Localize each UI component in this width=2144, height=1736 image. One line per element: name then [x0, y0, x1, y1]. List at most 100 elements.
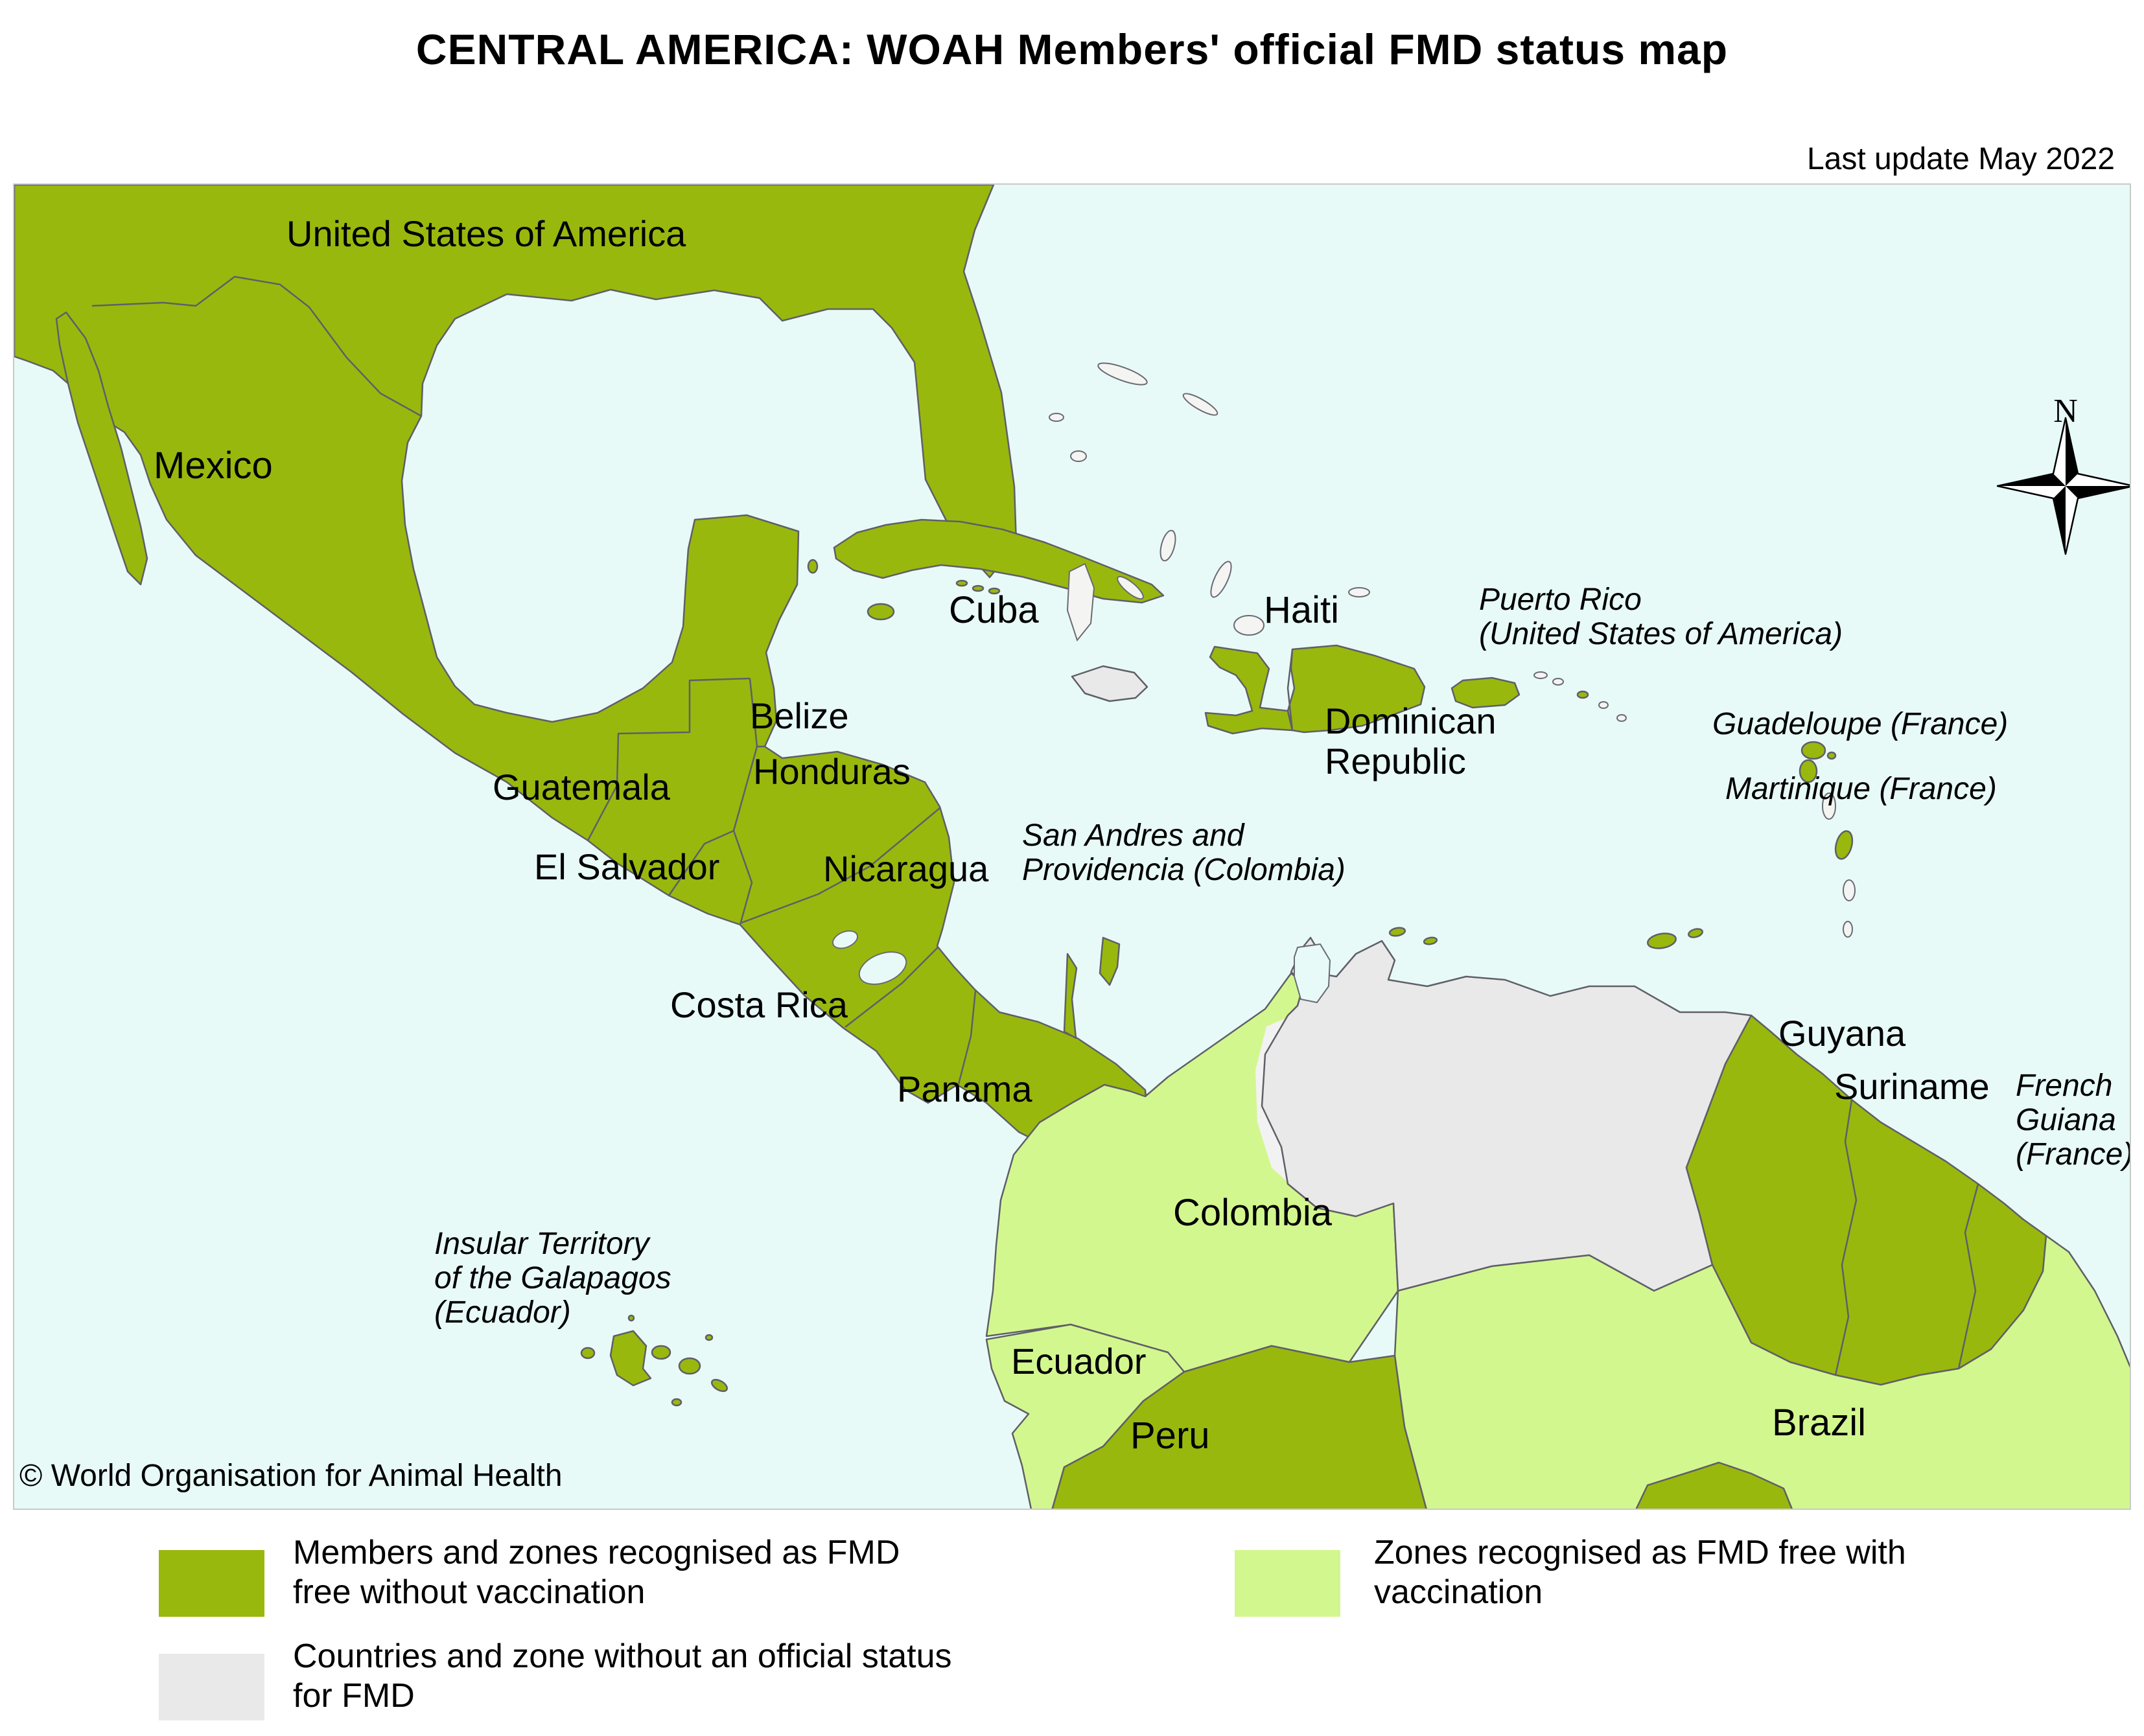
legend-label-free-with-vaccination: Zones recognised as FMD free with vaccina…: [1374, 1533, 1906, 1613]
compass-rose: N: [1985, 392, 2130, 606]
map-canvas: United States of America Mexico Cuba Haiti P…: [13, 183, 2131, 1510]
label-mexico: Mexico: [154, 445, 273, 487]
label-line: Haiti: [1264, 589, 1340, 631]
label-colombia: Colombia: [1173, 1192, 1332, 1234]
label-line: United States of America: [286, 213, 686, 254]
label-brazil: Brazil: [1772, 1402, 1866, 1444]
label-line: Nicaragua: [823, 848, 989, 889]
leeward-islet: [1576, 690, 1589, 699]
label-line: Peru: [1130, 1415, 1210, 1457]
border-honduras-elsalvador: [732, 830, 753, 925]
label-line: Colombia: [1173, 1192, 1332, 1234]
label-line: Brazil: [1772, 1402, 1867, 1444]
label-line: Providencia (Colombia): [1022, 852, 1346, 887]
st-vincent-island: [1843, 921, 1853, 938]
bahamas-islands: [1049, 362, 1370, 642]
compass-star-icon: [1996, 417, 2130, 555]
label-line: (United States of America): [1479, 616, 1843, 651]
label-line: Suriname: [1834, 1066, 1990, 1107]
label-french-guiana: French Guiana (France): [2016, 1069, 2131, 1172]
label-line: Honduras: [753, 751, 911, 792]
label-line: Dominican: [1325, 700, 1497, 741]
country-dominican-republic: [1287, 644, 1426, 734]
label-line: Republic: [1325, 740, 1466, 781]
label-line: (France): [2016, 1137, 2131, 1172]
baja-california: [55, 311, 148, 586]
country-brazil: [1393, 1234, 2130, 1509]
label-line: Cuba: [949, 589, 1039, 631]
label-el-salvador: El Salvador: [534, 847, 719, 887]
border-guyana-suriname: [1834, 1099, 1858, 1376]
martinique-island: [1834, 830, 1854, 860]
legend-label-line: free without vaccination: [293, 1573, 646, 1612]
label-united-states: United States of America: [286, 214, 686, 254]
galapagos-islands: [580, 1314, 728, 1407]
label-panama: Panama: [897, 1069, 1032, 1109]
label-line: (Ecuador): [434, 1295, 571, 1330]
label-san-andres: San Andres and Providencia (Colombia): [1022, 818, 1346, 888]
label-line: San Andres and: [1022, 818, 1244, 853]
label-puerto-rico: Puerto Rico (United States of America): [1479, 583, 1843, 652]
lakes: [832, 930, 907, 985]
label-honduras: Honduras: [753, 752, 911, 792]
border-guatemala-elsalvador: [668, 829, 734, 896]
dominica-island: [1822, 793, 1836, 820]
label-peru: Peru: [1130, 1415, 1210, 1457]
label-nicaragua: Nicaragua: [823, 849, 988, 889]
label-line: Ecuador: [1011, 1341, 1147, 1382]
label-line: Guatemala: [493, 767, 670, 807]
label-dominican-republic: Dominican Republic: [1325, 701, 1497, 781]
lake-managua: [832, 930, 859, 949]
country-jamaica: [1071, 665, 1148, 702]
lake-nicaragua: [858, 951, 907, 985]
border-haiti-dr: [1287, 649, 1294, 731]
lesser-antilles: [1388, 671, 1856, 949]
border-guatemala-honduras: [732, 746, 758, 831]
guadeloupe-islet: [1826, 751, 1837, 760]
page-title: CENTRAL AMERICA: WOAH Members' official …: [415, 25, 1729, 73]
florida-keys: [807, 559, 1001, 595]
legend-swatch-no-official-status: [159, 1654, 264, 1720]
label-guyana: Guyana: [1778, 1013, 1905, 1054]
label-line: French: [2016, 1069, 2113, 1103]
label-costa-rica: Costa Rica: [670, 985, 848, 1025]
border-costarica-panama: [957, 990, 977, 1085]
isla-juventud: [867, 603, 895, 621]
label-guatemala: Guatemala: [493, 767, 670, 807]
label-line: of the Galapagos: [434, 1260, 671, 1295]
country-usa-mexico-central-america: [14, 185, 1150, 1150]
label-line: © World Organisation for Animal Health: [19, 1459, 563, 1493]
border-suriname-frenchguiana: [1957, 1183, 1979, 1369]
country-ecuador: [985, 1323, 1185, 1509]
leeward-antilles-2: [1423, 936, 1438, 945]
turks-caicos: [1348, 587, 1370, 597]
legend-swatch-free-without-vaccination: [159, 1550, 264, 1617]
label-line: Mexico: [154, 445, 273, 487]
legend-label-no-official-status: Countries and zone without an official s…: [293, 1637, 952, 1717]
label-line: Puerto Rico: [1479, 583, 1642, 617]
border-nicaragua-costarica: [845, 947, 938, 1028]
legend-label-free-without-vaccination: Members and zones recognised as FMD free …: [293, 1533, 900, 1613]
guadeloupe-island-2: [1799, 759, 1818, 783]
label-ecuador: Ecuador: [1011, 1341, 1147, 1382]
label-line: Martinique (France): [1725, 772, 1997, 806]
border-mexico-guatemala: [587, 677, 751, 841]
legend-swatch-free-with-vaccination: [1235, 1550, 1340, 1617]
legend-label-line: for FMD: [293, 1677, 415, 1715]
country-haiti: [1204, 645, 1294, 735]
andros-island: [1066, 562, 1095, 642]
label-line: Belize: [750, 695, 849, 736]
label-suriname: Suriname: [1834, 1067, 1990, 1107]
label-belize: Belize: [750, 696, 849, 736]
tobago-island: [1688, 928, 1703, 938]
great-inagua: [1233, 615, 1264, 636]
label-martinique: Martinique (France): [1725, 772, 1997, 807]
label-line: Costa Rica: [670, 984, 848, 1025]
label-line: Insular Territory: [434, 1227, 649, 1261]
label-copyright: © World Organisation for Animal Health: [19, 1459, 563, 1494]
legend-label-line: vaccination: [1374, 1573, 1543, 1612]
brazil-free-zone: [1635, 1461, 1793, 1509]
guadeloupe-island-1: [1800, 741, 1826, 760]
last-update-text: Last update May 2022: [1806, 142, 2115, 176]
lake-maracaibo: [1294, 943, 1331, 1004]
